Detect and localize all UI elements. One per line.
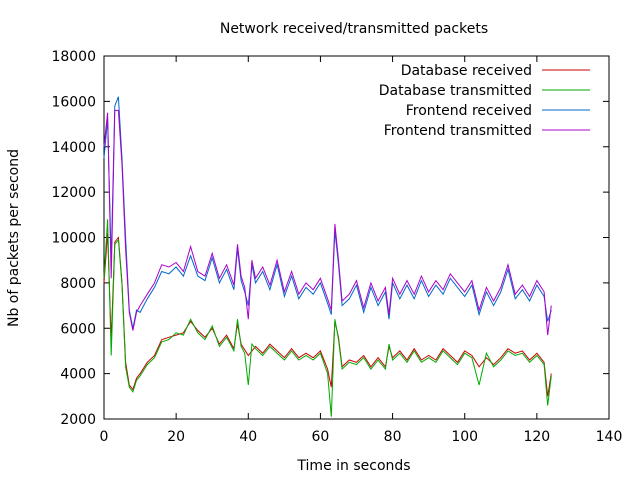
- x-tick-label: 140: [596, 429, 623, 445]
- x-tick-label: 80: [384, 429, 402, 445]
- y-tick-label: 16000: [51, 94, 96, 110]
- y-tick-label: 4000: [60, 367, 96, 383]
- series-line-1: [103, 232, 552, 397]
- legend-label: Frontend received: [406, 103, 532, 119]
- legend-label: Database transmitted: [379, 83, 532, 99]
- y-tick-label: 2000: [60, 412, 96, 428]
- y-tick-label: 12000: [51, 185, 96, 201]
- x-axis-label: Time in seconds: [296, 458, 410, 474]
- chart-title: Network received/transmitted packets: [220, 21, 488, 37]
- x-axis: 0 20 40 60 80 100 120 140: [100, 56, 623, 445]
- x-tick-label: 60: [312, 429, 330, 445]
- x-tick-label: 100: [451, 429, 478, 445]
- y-axis: 2000 4000 6000 8000 10000 12000 14000 16000 1800…: [51, 49, 609, 428]
- x-tick-label: 120: [523, 429, 550, 445]
- legend: Database received Database transmitted Fro…: [379, 63, 590, 139]
- y-tick-label: 14000: [51, 140, 96, 156]
- y-tick-label: 8000: [60, 276, 96, 292]
- x-tick-label: 20: [167, 429, 185, 445]
- legend-label: Frontend transmitted: [384, 123, 532, 139]
- y-axis-label: Nb of packets per second: [6, 149, 22, 327]
- series-line-4: [103, 109, 552, 336]
- x-tick-label: 0: [100, 429, 109, 445]
- legend-label: Database received: [401, 63, 532, 79]
- series-line-2: [103, 219, 552, 417]
- y-tick-label: 10000: [51, 231, 96, 247]
- y-tick-label: 18000: [51, 49, 96, 65]
- y-tick-label: 6000: [60, 321, 96, 337]
- series-line-3: [103, 96, 552, 329]
- x-tick-label: 40: [239, 429, 257, 445]
- series-lines: [103, 96, 552, 417]
